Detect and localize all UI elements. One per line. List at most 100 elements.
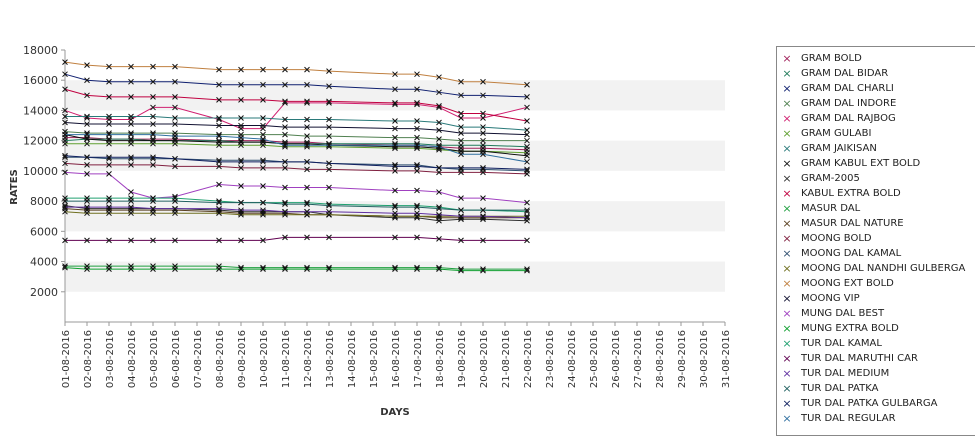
data-point — [458, 124, 464, 130]
data-point — [216, 199, 222, 206]
legend-item: × GRAM DAL INDORE — [777, 97, 975, 112]
y-tick-label: 10000 — [23, 165, 58, 178]
legend-marker-icon: × — [782, 202, 792, 215]
data-point — [62, 71, 68, 78]
data-point — [326, 160, 332, 167]
x-tick-label: 25-08-2016 — [589, 330, 600, 388]
legend-label: GRAM JAIKISAN — [801, 143, 877, 154]
data-point — [414, 163, 420, 170]
data-point — [392, 168, 398, 174]
data-point — [458, 137, 464, 144]
data-point — [260, 165, 266, 171]
data-point — [326, 266, 332, 272]
x-tick-label: 10-08-2016 — [259, 330, 270, 388]
legend-marker-icon: × — [782, 352, 792, 365]
data-point — [480, 142, 486, 149]
legend-marker-icon: × — [782, 52, 792, 65]
chart-legend: × GRAM BOLD × GRAM DAL BIDAR × GRAM DAL CHARL… — [776, 46, 975, 436]
series-line — [65, 206, 528, 219]
legend-marker-icon: × — [782, 157, 792, 170]
data-point — [260, 131, 266, 138]
data-point — [480, 237, 486, 244]
legend-item: × GRAM JAIKISAN — [777, 142, 975, 157]
data-point — [414, 187, 420, 194]
series-tur-dal-patka-gulbarga — [62, 152, 530, 173]
series-line — [64, 211, 527, 217]
data-point — [238, 122, 244, 129]
data-point — [282, 184, 288, 191]
data-point — [172, 121, 178, 127]
legend-label: MASUR DAL NATURE — [801, 218, 904, 229]
legend-marker-icon: × — [782, 382, 792, 395]
series-moong-dal-nandhi-gulberga — [62, 208, 530, 220]
legend-marker-icon: × — [782, 412, 792, 425]
data-point — [238, 266, 244, 272]
data-point — [458, 207, 464, 214]
data-point — [282, 165, 288, 171]
data-point — [458, 151, 464, 158]
data-point — [106, 161, 112, 168]
legend-marker-icon: × — [782, 292, 792, 305]
data-point — [106, 93, 112, 100]
data-point — [392, 187, 398, 194]
legend-item: × MOONG VIP — [777, 292, 975, 307]
data-point — [392, 71, 398, 78]
legend-item: × TUR DAL MARUTHI CAR — [777, 352, 975, 367]
data-point — [480, 124, 486, 130]
data-point — [524, 158, 530, 165]
data-point — [62, 208, 68, 215]
data-point — [216, 181, 222, 188]
data-point — [172, 210, 178, 217]
legend-label: MOONG DAL KAMAL — [801, 248, 902, 259]
data-point — [150, 237, 156, 244]
data-point — [414, 86, 420, 93]
data-point — [480, 151, 486, 158]
data-point — [304, 98, 310, 105]
data-point — [84, 92, 90, 99]
data-point — [172, 198, 178, 204]
legend-item: × TUR DAL PATKA — [777, 382, 975, 397]
legend-item: × MOONG EXT BOLD — [777, 277, 975, 292]
legend-item: × GRAM DAL BIDAR — [777, 67, 975, 82]
legend-marker-icon: × — [782, 187, 792, 200]
data-point — [150, 113, 156, 120]
data-point — [392, 118, 398, 124]
data-point — [436, 189, 442, 195]
data-point — [238, 134, 244, 141]
legend-marker-icon: × — [782, 142, 792, 155]
x-tick-label: 24-08-2016 — [567, 330, 578, 388]
x-tick-label: 22-08-2016 — [523, 330, 534, 388]
series-line — [64, 134, 528, 157]
legend-label: MOONG DAL NANDHI GULBERGA — [801, 263, 966, 274]
legend-marker-icon: × — [782, 307, 792, 320]
x-tick-label: 16-08-2016 — [391, 330, 402, 388]
data-point — [392, 142, 398, 149]
data-point — [62, 198, 68, 204]
data-point — [436, 89, 442, 96]
data-point — [304, 66, 310, 73]
data-point — [304, 158, 310, 165]
data-point — [392, 134, 398, 141]
data-point — [524, 137, 530, 144]
data-point — [282, 116, 288, 123]
data-point — [414, 125, 420, 132]
y-tick-label: 14000 — [23, 104, 58, 117]
chart-plot-background — [65, 50, 725, 322]
legend-item: × MUNG DAL BEST — [777, 307, 975, 322]
data-point — [216, 205, 222, 212]
series-moong-vip — [62, 119, 530, 138]
legend-item: × TUR DAL PATKA GULBARGA — [777, 397, 975, 412]
legend-marker-icon: × — [782, 232, 792, 245]
data-point — [128, 210, 134, 217]
data-point — [150, 154, 156, 161]
data-point — [436, 266, 442, 272]
data-point — [216, 210, 222, 217]
grid-band — [65, 80, 725, 111]
data-point — [128, 189, 134, 195]
data-point — [392, 86, 398, 93]
data-point — [480, 92, 486, 99]
legend-label: GRAM DAL CHARLI — [801, 83, 894, 94]
legend-label: TUR DAL MARUTHI CAR — [801, 353, 918, 364]
data-point — [238, 97, 244, 103]
x-tick-label: 17-08-2016 — [413, 330, 424, 388]
